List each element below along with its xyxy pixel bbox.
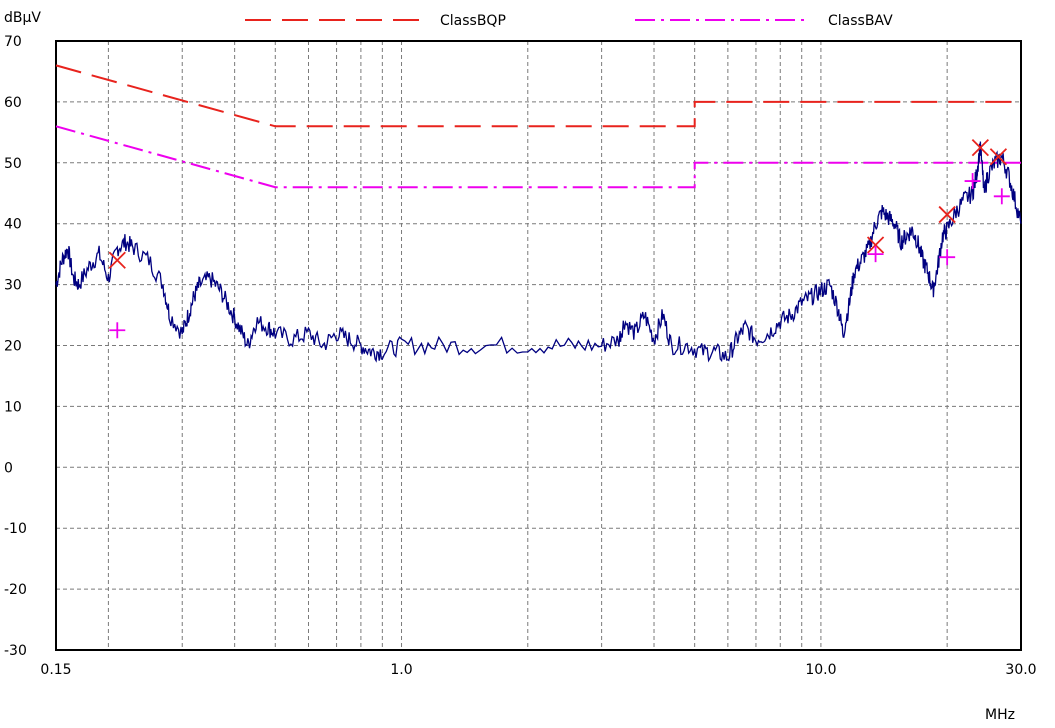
y-tick-label: 50 [4,156,22,172]
qp-marker-stroke [938,205,956,224]
av-marker [964,173,981,190]
limit-lines [55,64,1021,189]
x-tick-label: 1.0 [390,662,412,678]
qp-marker-stroke [866,236,885,254]
qp-marker-stroke [108,251,126,269]
x-axis-tick-labels: 0.15 1.0 10.0 30.0 [40,662,1036,678]
limit-line [55,125,1021,189]
x-tick-label: 0.15 [40,662,71,678]
qp-marker [108,251,126,269]
data-series [55,141,1022,363]
y-tick-label: -20 [4,582,27,598]
legend: ClassBQP ClassBAV [245,13,893,29]
grid-lines [56,41,1021,650]
x-axis-label: MHz [985,707,1015,723]
y-tick-label: 10 [4,399,22,415]
av-marker [109,322,126,339]
qp-marker [989,148,1008,166]
av-marker [993,188,1010,205]
qp-marker-stroke [971,138,989,157]
plot-frame [55,40,1022,651]
y-tick-label: 20 [4,339,22,355]
av-marker [867,246,884,263]
y-tick-label: -30 [4,643,27,659]
y-tick-label: 70 [4,34,22,50]
y-tick-label: -10 [4,521,27,537]
x-tick-label: 10.0 [805,662,836,678]
y-tick-label: 0 [4,460,13,476]
legend-label: ClassBAV [828,13,893,29]
y-tick-label: 60 [4,95,22,111]
y-tick-label: 30 [4,278,22,294]
qp-marker [971,138,989,157]
x-tick-label: 30.0 [1005,662,1036,678]
qp-marker [866,236,885,254]
y-axis-tick-labels: -30 -20 -10 0 10 20 30 40 50 60 70 [4,34,27,659]
measurement-line [55,141,1022,363]
limit-line [55,64,1021,128]
data-markers [108,138,1010,339]
legend-label: ClassBQP [440,13,506,29]
qp-marker-stroke [989,148,1008,166]
y-tick-label: 40 [4,217,22,233]
y-axis-label: dBµV [4,10,41,26]
av-marker [939,249,956,266]
qp-marker [938,205,956,224]
